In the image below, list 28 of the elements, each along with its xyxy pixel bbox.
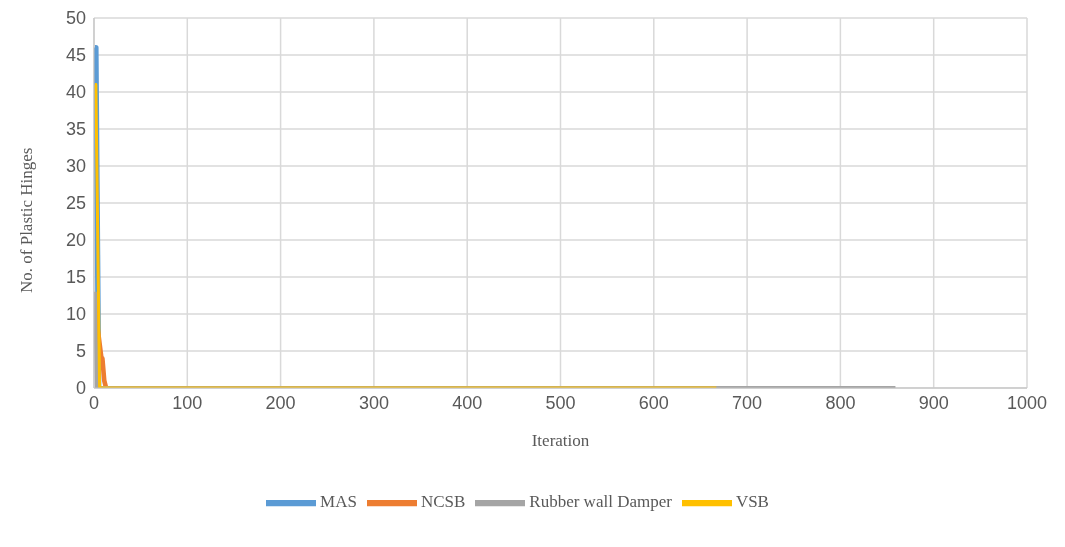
x-tick-label: 600: [638, 392, 669, 413]
y-tick-label: 30: [65, 156, 86, 177]
legend-label: VSB: [735, 491, 769, 511]
y-tick-label: 25: [65, 193, 86, 214]
y-tick-label: 10: [65, 304, 86, 325]
x-tick-label: 1000: [1006, 392, 1048, 413]
y-tick-label: 40: [65, 82, 86, 103]
x-tick-label: 0: [88, 392, 100, 413]
legend-label: Rubber wall Damper: [529, 491, 672, 511]
y-tick-label: 35: [65, 119, 86, 140]
x-tick-label: 800: [825, 392, 856, 413]
y-axis-title: No. of Plastic Hinges: [17, 147, 37, 293]
legend-label: NCSB: [420, 491, 466, 511]
x-tick-label: 700: [732, 392, 763, 413]
x-tick-label: 400: [452, 392, 483, 413]
y-tick-label: 5: [75, 341, 86, 362]
y-tick-label: 0: [75, 378, 86, 399]
x-axis-title: Iteration: [531, 431, 590, 450]
x-tick-label: 500: [545, 392, 576, 413]
x-tick-label: 900: [918, 392, 949, 413]
x-tick-label: 100: [172, 392, 203, 413]
y-tick-label: 20: [65, 230, 86, 251]
x-tick-label: 300: [358, 392, 389, 413]
legend-label: MAS: [320, 491, 357, 511]
y-tick-label: 15: [65, 267, 86, 288]
x-tick-label: 200: [265, 392, 296, 413]
y-tick-label: 50: [65, 8, 86, 29]
y-tick-label: 45: [65, 45, 86, 66]
